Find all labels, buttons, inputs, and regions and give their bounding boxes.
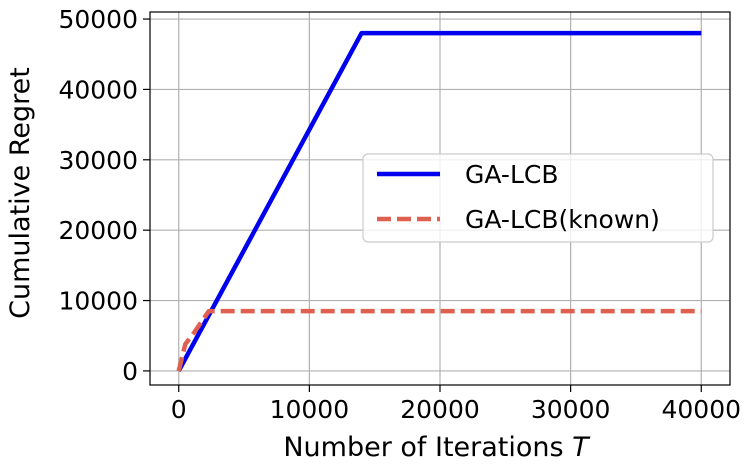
y-tick-label: 40000 (58, 75, 138, 104)
legend: GA-LCB GA-LCB(known) (362, 153, 714, 243)
x-axis-title-text: Number of Iterations (283, 432, 563, 463)
y-tick-label: 20000 (58, 216, 138, 245)
x-tick-label: 0 (171, 395, 187, 424)
legend-label-ga-lcb: GA-LCB (465, 160, 558, 189)
y-tick-label: 10000 (58, 287, 138, 316)
x-tick-label: 40000 (661, 395, 741, 424)
x-axis-variable: T (572, 432, 591, 463)
series-line-ga-lcb (176, 30, 702, 372)
legend-box (362, 153, 714, 243)
y-tick-label: 0 (122, 357, 138, 386)
series-lines (176, 30, 702, 372)
x-tick-label: 10000 (270, 395, 350, 424)
legend-label-ga-lcb-known: GA-LCB(known) (465, 205, 660, 234)
axis-ticks: 0 10000 20000 30000 40000 0 10000 20000 30000 400… (58, 5, 741, 424)
y-axis-title: Cumulative Regret (5, 67, 36, 319)
x-axis-title: Number of Iterations T (283, 432, 591, 463)
x-tick-label: 30000 (531, 395, 611, 424)
x-tick-label: 20000 (400, 395, 480, 424)
y-tick-label: 30000 (58, 146, 138, 175)
y-tick-label: 50000 (58, 5, 138, 34)
series-line-ga-lcb-known (176, 308, 702, 372)
